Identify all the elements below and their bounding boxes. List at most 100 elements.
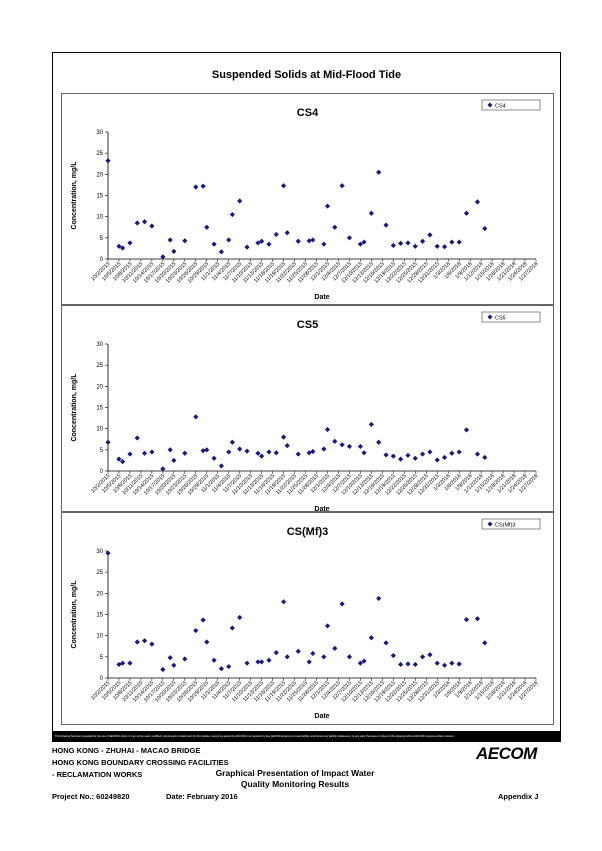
data-point [160,254,166,260]
data-point [427,652,433,658]
y-tick-label: 10 [96,215,103,221]
data-point [295,238,301,244]
data-point [339,442,345,448]
data-point [160,466,166,472]
data-point [204,447,210,453]
data-point [229,439,235,445]
legend: CS5 [481,311,541,323]
data-point [398,240,404,246]
data-point [441,454,448,461]
aecom-logo: AECOM [476,744,537,763]
data-point [463,427,470,433]
data-point [456,661,462,667]
data-point [339,601,345,607]
data-point [200,448,206,454]
y-tick-label: 0 [100,469,104,475]
data-point [280,434,287,440]
data-point [376,439,382,445]
main-title: Suspended Solids at Mid-Flood Tide [211,69,402,81]
y-tick-label: 30 [96,342,103,348]
data-point [332,438,338,444]
data-point [306,238,312,244]
data-point [441,244,448,250]
data-point [273,650,279,656]
data-point [383,222,389,228]
data-point [141,219,148,225]
data-point [266,241,272,247]
data-point [321,446,327,452]
data-point [427,449,433,455]
project-name-line2: HONG KONG BOUNDARY CROSSING FACILITIES [52,758,229,767]
data-point [376,169,382,175]
y-tick-label: 5 [100,236,104,242]
legend-box [481,518,541,530]
data-point [376,595,382,602]
y-tick-label: 20 [96,591,103,597]
chart-panel-cs5: CS5 CS5 0 5 10 15 20 25 30 Concentration, mg/L 10/… [61,305,554,512]
data-point [244,660,250,666]
data-point [456,449,462,455]
data-point [218,463,225,469]
data-point [295,648,301,654]
data-point [449,450,455,456]
data-point [182,450,188,456]
data-point [116,456,122,462]
data-point [127,660,133,666]
data-point [456,239,462,245]
x-axis-label: Date [314,294,329,301]
y-axis-label: Concentration, mg/L [71,580,78,649]
x-axis-label: Date [314,506,329,511]
data-point [171,248,177,254]
data-point [127,240,133,246]
data-point [259,453,265,459]
data-point [390,453,396,459]
data-point [280,599,287,605]
data-point [412,243,418,249]
data-point [310,237,316,243]
data-point [419,238,426,244]
y-tick-label: 25 [96,151,103,157]
data-point [141,638,148,644]
data-point [120,245,126,251]
data-point [149,641,155,647]
data-point [405,661,411,667]
data-point [244,244,250,250]
data-point [244,448,250,454]
data-point [434,243,440,249]
legend-box [481,99,541,111]
data-point [259,659,265,665]
y-axis-label: Concentration, mg/L [71,161,78,230]
data-point [182,238,188,244]
legend: CS(Mf)3 [481,518,541,530]
data-point [412,661,418,668]
data-point [321,654,327,660]
chart-panel-csmf3: CS(Mf)3 CS(Mf)3 0 5 10 15 20 25 30 Concentration,… [61,512,554,725]
data-point [200,183,206,189]
legend-box [481,311,541,323]
data-point [474,451,481,457]
data-point [193,627,199,634]
data-point [295,451,301,457]
data-point [266,449,272,455]
data-point [482,225,488,232]
legend-label: CS(Mf)3 [495,522,515,528]
data-point [434,660,440,666]
data-point [332,645,338,651]
data-point [160,666,166,673]
legend: CS4 [481,99,541,111]
data-point [237,198,243,204]
data-point [482,640,488,646]
data-point [171,662,177,668]
data-point [200,617,206,623]
y-tick-label: 20 [96,384,103,390]
data-point [398,456,404,462]
data-point [134,220,140,226]
legend-marker [487,521,493,527]
data-point [204,224,210,230]
data-point [390,242,396,249]
disclaimer-bar: This Drawing has been prepared for the u… [52,732,561,742]
data-point [306,659,312,665]
appendix-label: Appendix J [498,792,539,801]
data-point [434,457,440,463]
